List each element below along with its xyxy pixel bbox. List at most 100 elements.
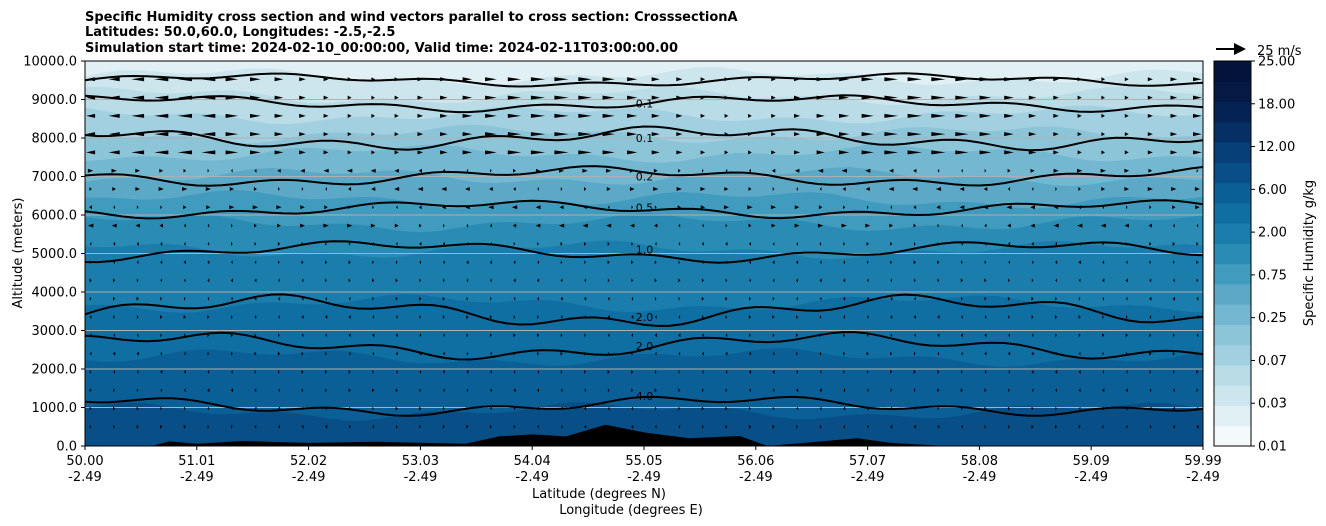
- wind-vector: [676, 150, 683, 155]
- wind-vector: [1102, 333, 1105, 338]
- wind-vector: [770, 205, 777, 210]
- x-tick-label-lat: 52.02: [290, 454, 327, 469]
- wind-vector: [816, 95, 825, 100]
- wind-vector: [884, 95, 899, 100]
- wind-vector: [443, 333, 445, 338]
- y-tick-label: 9000.0: [32, 93, 78, 108]
- wind-vector: [842, 187, 846, 191]
- wind-vector: [1173, 223, 1175, 228]
- wind-vector: [627, 113, 638, 118]
- wind-vector: [1008, 315, 1010, 319]
- wind-vector: [772, 388, 775, 393]
- wind-vector: [201, 132, 216, 137]
- wind-vector: [861, 150, 874, 155]
- wind-vector: [417, 132, 424, 137]
- wind-vector: [89, 241, 92, 246]
- contour-line: [85, 165, 1203, 187]
- wind-vector: [254, 406, 257, 411]
- wind-vector: [370, 168, 376, 173]
- wind-vector: [111, 223, 117, 228]
- wind-vector: [136, 406, 139, 411]
- wind-vector: [677, 205, 681, 210]
- wind-vector: [701, 351, 704, 356]
- wind-vector: [725, 260, 728, 265]
- wind-vector: [1147, 77, 1153, 82]
- wind-vector: [301, 369, 304, 374]
- colorbar-swatch: [1214, 61, 1251, 82]
- wind-vector: [441, 205, 446, 210]
- wind-vector: [961, 369, 963, 374]
- wind-vector: [979, 95, 992, 100]
- wind-vector: [201, 95, 216, 100]
- wind-vector: [184, 241, 186, 246]
- wind-vector: [794, 223, 800, 228]
- wind-vector: [537, 260, 539, 265]
- wind-vector: [560, 351, 563, 356]
- wind-vector: [560, 296, 563, 301]
- wind-vector: [254, 278, 257, 283]
- wind-vector: [325, 260, 328, 265]
- wind-vector: [536, 278, 540, 283]
- wind-vector: [184, 333, 186, 338]
- wind-vector: [1149, 424, 1152, 429]
- wind-vector: [537, 406, 539, 411]
- wind-vector: [160, 278, 162, 283]
- wind-vector: [136, 260, 139, 265]
- wind-vector: [959, 205, 965, 210]
- wind-vector: [937, 388, 940, 393]
- wind-vector: [136, 424, 139, 429]
- wind-vector: [865, 168, 871, 173]
- wind-vector: [819, 369, 822, 374]
- wind-key: 25 m/s: [1216, 43, 1302, 59]
- contour-line: [85, 240, 1203, 264]
- wind-vector: [1125, 406, 1128, 411]
- wind-vector: [554, 150, 569, 155]
- wind-vector: [554, 95, 569, 100]
- wind-vector: [108, 132, 120, 137]
- wind-vector: [796, 333, 799, 338]
- wind-vector: [348, 351, 351, 356]
- wind-vector: [1126, 424, 1128, 429]
- wind-vector: [678, 278, 681, 283]
- wind-vector: [394, 132, 399, 137]
- wind-vector: [955, 150, 969, 155]
- wind-vector: [931, 150, 946, 155]
- wind-vector: [651, 95, 660, 100]
- wind-vector: [177, 95, 192, 100]
- wind-vector: [1124, 95, 1129, 100]
- wind-vector: [907, 113, 922, 118]
- wind-vector: [113, 260, 115, 265]
- wind-vector: [530, 77, 546, 82]
- wind-vector: [159, 168, 164, 173]
- wind-vector: [1008, 333, 1010, 338]
- wind-vector: [89, 278, 92, 283]
- wind-vector: [324, 205, 328, 210]
- wind-vector: [348, 406, 351, 411]
- wind-vector: [325, 241, 327, 246]
- wind-vector: [1148, 223, 1152, 228]
- wind-vector: [462, 77, 473, 82]
- wind-vector: [489, 187, 493, 191]
- wind-vector: [602, 132, 615, 137]
- wind-vector: [560, 369, 563, 374]
- wind-vector: [584, 241, 587, 246]
- wind-vector: [1149, 351, 1152, 356]
- wind-vector: [749, 296, 751, 301]
- wind-vector: [839, 132, 850, 137]
- wind-vector: [960, 388, 963, 393]
- wind-vector: [513, 278, 516, 283]
- wind-vector: [507, 77, 522, 82]
- wind-vector: [725, 168, 728, 173]
- wind-vector: [796, 260, 799, 265]
- wind-vector: [230, 278, 233, 283]
- wind-vector: [1007, 223, 1011, 228]
- contour-line: [85, 125, 1203, 152]
- wind-vector: [560, 187, 563, 191]
- wind-vector: [274, 95, 284, 100]
- wind-vector: [725, 223, 728, 228]
- wind-vector: [299, 95, 306, 100]
- wind-vector: [419, 223, 422, 228]
- wind-vector: [937, 315, 940, 319]
- wind-vector: [371, 77, 375, 82]
- wind-vector: [819, 406, 822, 411]
